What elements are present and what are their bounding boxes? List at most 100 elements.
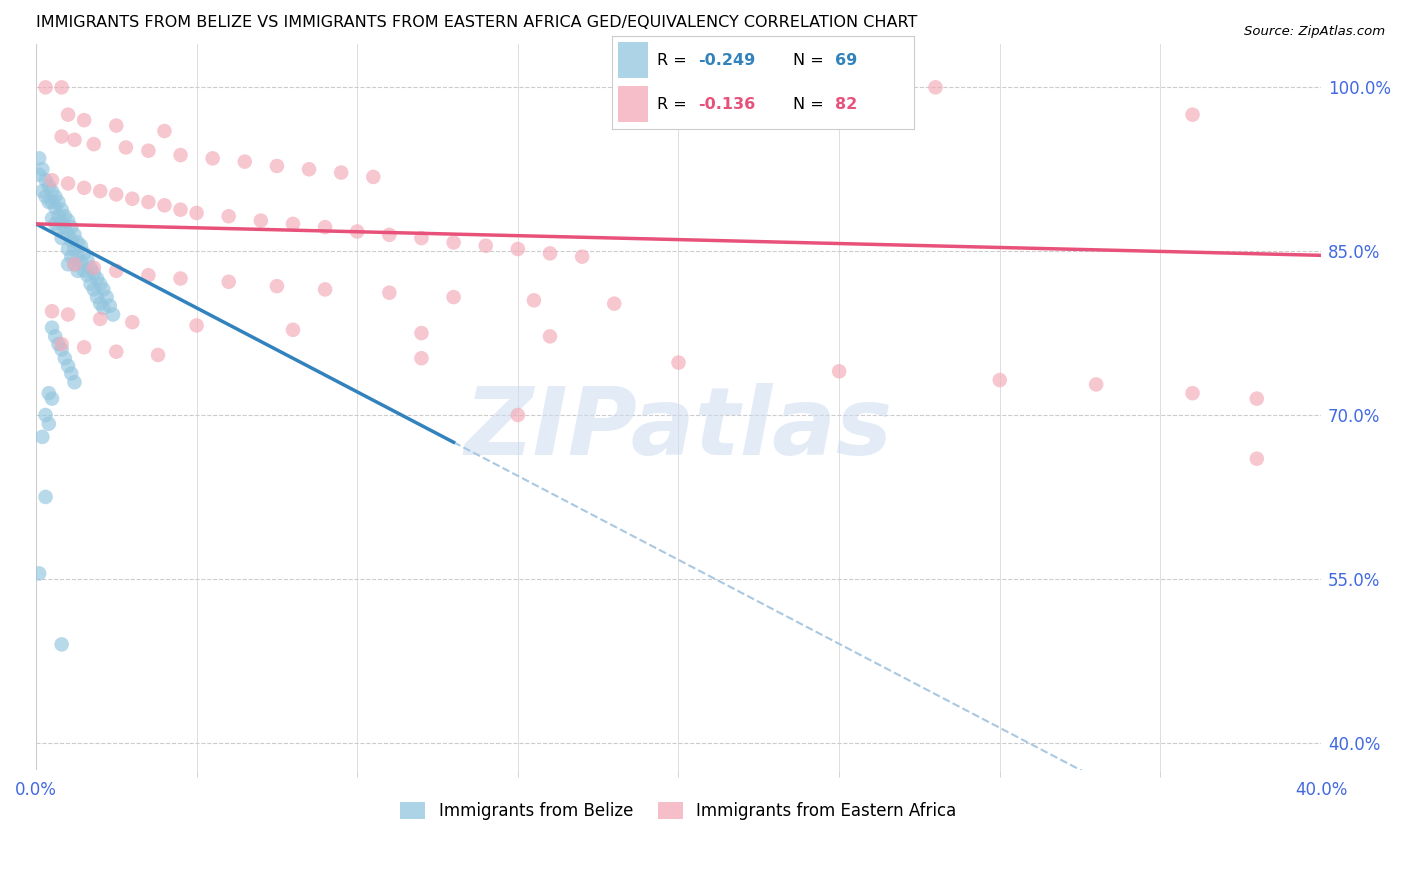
Point [186, 206, 208, 220]
Bar [617, 42, 648, 78]
Point [28, 566, 51, 581]
Text: R =: R = [657, 96, 692, 112]
Point [105, 344, 128, 359]
Point [1085, 377, 1108, 392]
Point [281, 323, 304, 337]
Point [83, 137, 105, 152]
Point [298, 162, 321, 177]
Point [101, 308, 124, 322]
Point [443, 235, 465, 250]
Point [51, 202, 73, 217]
Point [506, 408, 529, 422]
Point [115, 140, 138, 154]
Point [70, 238, 93, 252]
Point [34, 189, 56, 203]
Point [73, 264, 96, 278]
Point [571, 250, 593, 264]
Point [89, 184, 111, 198]
Point [1246, 392, 1268, 406]
Point [38, 386, 60, 401]
Point [34, 80, 56, 95]
Point [63, 257, 86, 271]
Point [281, 217, 304, 231]
Point [48, 195, 70, 210]
Point [138, 195, 160, 210]
Text: ZIPatlas: ZIPatlas [464, 383, 893, 475]
Point [34, 490, 56, 504]
Point [314, 220, 336, 235]
Point [1181, 386, 1204, 401]
Point [79, 260, 101, 275]
Text: -0.136: -0.136 [697, 96, 755, 112]
Point [378, 285, 401, 300]
Text: IMMIGRANTS FROM BELIZE VS IMMIGRANTS FROM EASTERN AFRICA GED/EQUIVALENCY CORRELA: IMMIGRANTS FROM BELIZE VS IMMIGRANTS FRO… [37, 15, 917, 30]
Point [53, 351, 76, 366]
Point [83, 260, 105, 275]
Point [56, 108, 79, 122]
Point [988, 373, 1011, 387]
Point [98, 299, 121, 313]
Point [506, 242, 529, 256]
Point [138, 268, 160, 283]
Point [121, 192, 143, 206]
Point [924, 80, 946, 95]
Point [56, 308, 79, 322]
Point [63, 227, 86, 242]
Point [56, 227, 79, 242]
Point [48, 222, 70, 236]
Point [31, 162, 53, 177]
Point [233, 154, 256, 169]
Point [86, 290, 108, 304]
Point [51, 637, 73, 651]
Point [89, 277, 111, 291]
Point [153, 124, 176, 138]
Point [44, 217, 66, 231]
Point [603, 296, 626, 310]
Point [96, 290, 118, 304]
Point [60, 233, 83, 247]
Point [314, 282, 336, 296]
Point [523, 293, 546, 308]
Point [51, 343, 73, 357]
Point [41, 173, 63, 187]
Point [34, 408, 56, 422]
Point [138, 144, 160, 158]
Point [169, 202, 191, 217]
Point [378, 227, 401, 242]
Text: 69: 69 [835, 53, 858, 68]
Point [346, 225, 368, 239]
Point [73, 246, 96, 260]
Point [668, 355, 690, 369]
Point [538, 246, 561, 260]
Point [186, 318, 208, 333]
Point [266, 279, 288, 293]
Point [41, 392, 63, 406]
Point [44, 329, 66, 343]
Point [93, 282, 115, 296]
Point [51, 129, 73, 144]
Point [51, 216, 73, 230]
Point [411, 326, 433, 340]
Point [53, 220, 76, 235]
Point [63, 376, 86, 390]
Point [63, 257, 86, 271]
Point [63, 133, 86, 147]
Point [105, 119, 128, 133]
Point [44, 201, 66, 215]
Point [330, 165, 353, 179]
Point [44, 189, 66, 203]
Point [28, 168, 51, 182]
Point [153, 198, 176, 212]
Text: N =: N = [793, 96, 830, 112]
Point [60, 250, 83, 264]
Point [218, 275, 240, 289]
Text: R =: R = [657, 53, 692, 68]
Point [1246, 451, 1268, 466]
Point [93, 301, 115, 315]
Point [146, 348, 169, 362]
Point [34, 173, 56, 187]
Text: -0.249: -0.249 [697, 53, 755, 68]
Point [56, 359, 79, 373]
Point [70, 255, 93, 269]
Point [48, 209, 70, 223]
